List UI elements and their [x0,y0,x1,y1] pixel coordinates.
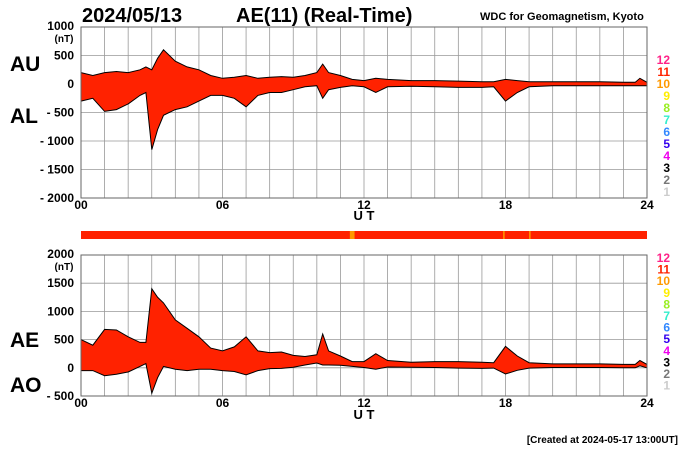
station-bar-segment [349,231,355,239]
series-line-al [80,85,647,150]
xlabel-bottom: U T [354,407,375,422]
area-fill-au [81,49,647,150]
legend-entry-10: 10 [657,274,671,288]
created-label: [Created at 2024-05-17 13:00UT] [527,435,678,446]
legend-entry-2: 2 [663,173,670,187]
legend-entry-10: 10 [657,77,671,91]
x-tick-label: 18 [499,198,513,212]
lower-label-bottom: AO [10,374,42,397]
y-tick-label: - 1500 [40,163,74,177]
legend-entry-12: 12 [657,53,671,67]
plot-au-al: 1000 500 0 - 500 - 1000 - 1500 - 2000 00 06 12 18 2… [40,19,654,212]
x-tick-label: 12 [357,396,371,410]
x-tick-label: 00 [74,396,88,410]
plot-frame [80,254,648,397]
y-tick-label: 0 [67,77,74,91]
chart-title: AE(11) (Real-Time) [236,5,412,27]
plot-frame [80,26,648,199]
legend-entry-6: 6 [663,321,670,335]
series-line-ao [81,362,648,396]
legend-entry-1: 1 [663,185,670,199]
legend-entry-12: 12 [657,251,671,265]
legend-entry-6: 6 [663,125,670,139]
y-tick-label: - 500 [47,106,75,120]
legend-entry-5: 5 [663,137,670,151]
legend-entry-1: 1 [663,379,670,393]
source-label: WDC for Geomagnetism, Kyoto [480,11,644,23]
legend-entry-4: 4 [663,149,670,163]
legend-entry-11: 11 [657,65,670,79]
station-bar-base [81,231,647,239]
x-tick-label: 18 [499,396,513,410]
area-fill-ae [81,288,647,394]
x-tick-label: 24 [640,396,654,410]
y-tick-label: 1000 [47,19,74,33]
y-tick-label: 1500 [47,276,74,290]
unit-label-top: (nT) [55,34,74,45]
y-tick-label: 2000 [47,247,74,261]
x-tick-label: 00 [74,198,88,212]
series-line-ae [80,287,648,365]
station-bar-segment [503,231,505,239]
legend-entry-2: 2 [663,367,670,381]
series-line-au [80,49,648,83]
legend-entry-8: 8 [663,297,670,311]
plot-ae-ao: 2000 1500 1000 500 0 - 500 00 06 12 18 24 [47,247,654,410]
x-tick-label: 12 [357,198,371,212]
legend-entry-11: 11 [657,263,670,277]
legend-entry-4: 4 [663,344,670,358]
legend-entry-5: 5 [663,332,670,346]
y-tick-label: - 500 [47,389,75,403]
x-tick-label: 06 [216,198,230,212]
y-tick-label: 500 [54,49,74,63]
unit-label-bottom: (nT) [55,262,74,273]
legend-entry-3: 3 [663,161,670,175]
legend-entry-8: 8 [663,101,670,115]
y-tick-label: 1000 [47,304,74,318]
upper-label-top: AU [10,53,40,76]
y-tick-label: 0 [67,361,74,375]
legend-entry-9: 9 [663,286,670,300]
y-tick-label: - 1000 [40,134,74,148]
legend-entry-3: 3 [663,355,670,369]
date-title: 2024/05/13 [82,5,182,27]
legend-entry-7: 7 [663,309,670,323]
y-tick-label: 500 [54,333,74,347]
xlabel-top: U T [354,208,375,223]
station-bar-segment [529,231,531,239]
x-tick-label: 06 [216,396,230,410]
lower-label-top: AL [10,105,38,128]
x-tick-label: 24 [640,198,654,212]
station-count-bar [81,231,647,239]
legend-entry-7: 7 [663,113,670,127]
upper-label-bottom: AE [10,329,39,352]
y-tick-label: - 2000 [40,191,74,205]
legend-entry-9: 9 [663,89,670,103]
